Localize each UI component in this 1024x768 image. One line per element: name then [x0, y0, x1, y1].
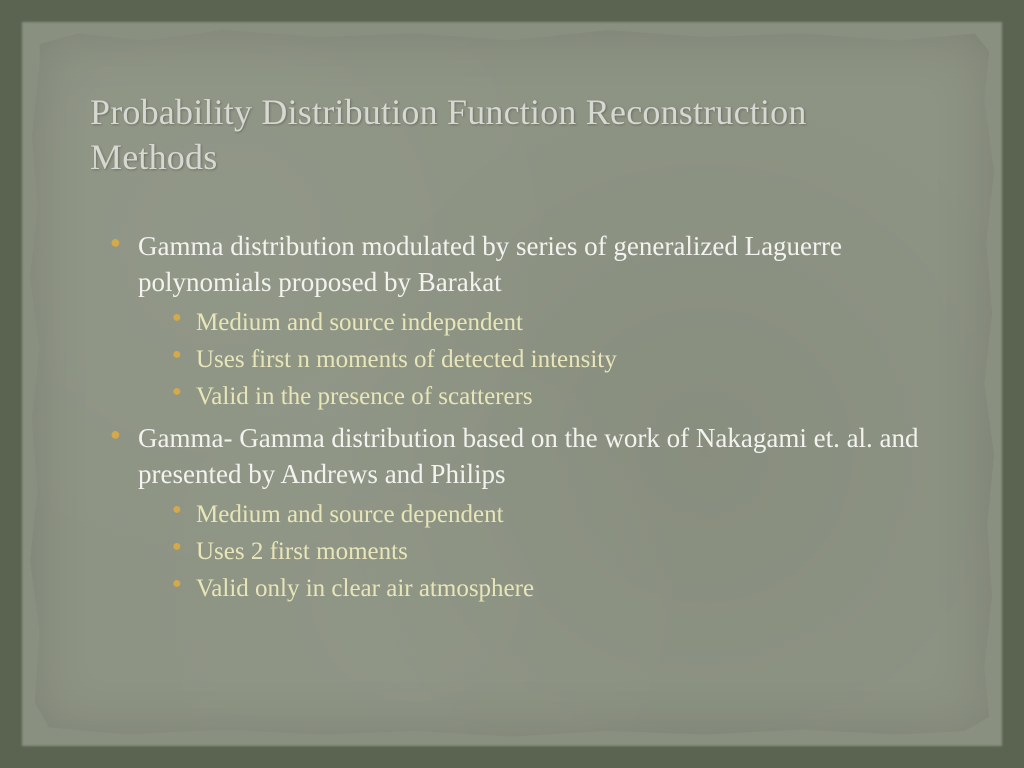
- sub-list-item: Valid in the presence of scatterers: [174, 379, 934, 414]
- slide-content: Probability Distribution Function Recons…: [90, 90, 934, 678]
- list-item: Gamma- Gamma distribution based on the w…: [114, 420, 934, 606]
- sub-list-item-text: Valid in the presence of scatterers: [196, 383, 533, 410]
- sub-list-item-text: Uses 2 first moments: [196, 538, 408, 565]
- sub-list-item: Uses first n moments of detected intensi…: [174, 342, 934, 377]
- sub-list-item: Medium and source independent: [174, 305, 934, 340]
- slide-background: Probability Distribution Function Recons…: [0, 0, 1024, 768]
- sub-list-item: Uses 2 first moments: [174, 534, 934, 569]
- sub-list: Medium and source independent Uses first…: [138, 305, 934, 414]
- bullet-list: Gamma distribution modulated by series o…: [90, 228, 934, 606]
- sub-list-item-text: Valid only in clear air atmosphere: [196, 575, 534, 602]
- paper-texture: Probability Distribution Function Recons…: [30, 30, 994, 738]
- sub-list-item-text: Uses first n moments of detected intensi…: [196, 346, 617, 373]
- sub-list-item-text: Medium and source independent: [196, 309, 523, 336]
- list-item-text: Gamma- Gamma distribution based on the w…: [138, 423, 919, 489]
- sub-list-item: Valid only in clear air atmosphere: [174, 571, 934, 606]
- list-item: Gamma distribution modulated by series o…: [114, 228, 934, 414]
- sub-list: Medium and source dependent Uses 2 first…: [138, 497, 934, 606]
- slide-title: Probability Distribution Function Recons…: [90, 90, 934, 180]
- list-item-text: Gamma distribution modulated by series o…: [138, 231, 842, 297]
- sub-list-item: Medium and source dependent: [174, 497, 934, 532]
- sub-list-item-text: Medium and source dependent: [196, 501, 504, 528]
